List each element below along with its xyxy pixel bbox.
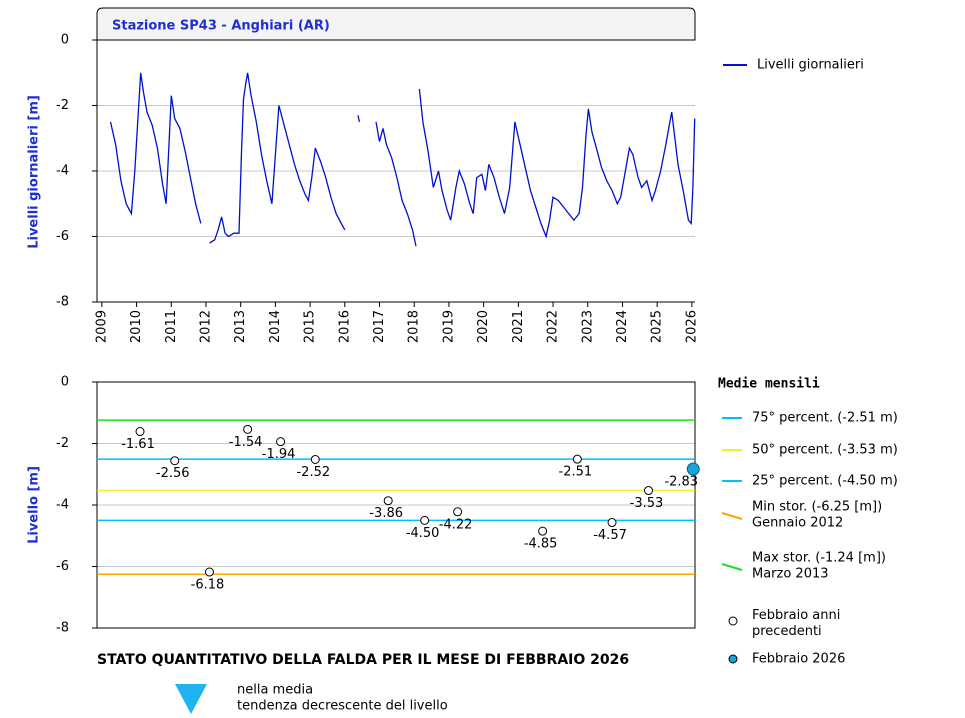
point (643, 486, 653, 496)
x-tick-label: 2018 (407, 310, 422, 343)
y-tick-label: 0 (61, 375, 69, 390)
point-label: -2.83 (664, 475, 698, 490)
legend-label: Febbraio anni precedenti (752, 608, 840, 639)
legend-label: Gennaio 2012 (752, 516, 843, 531)
point-label: -4.22 (439, 517, 473, 532)
point (170, 456, 180, 466)
legend-label: Min stor. (-6.25 [m]) (752, 500, 882, 515)
legend-label: 75° percent. (-2.51 m) (752, 411, 898, 426)
x-tick-label: 2019 (441, 310, 456, 343)
status-title: STATO QUANTITATIVO DELLA FALDA PER IL ME… (97, 652, 629, 668)
legend-title: Medie mensili (718, 377, 820, 392)
x-tick-label: 2010 (129, 310, 144, 343)
point-label: -2.56 (156, 466, 190, 481)
y-tick-label: -4 (56, 498, 69, 513)
status-line: tendenza decrescente del livello (237, 699, 448, 714)
status-icon (175, 684, 207, 714)
legend-label: 25° percent. (-4.50 m) (752, 474, 898, 489)
x-tick-label: 2009 (94, 310, 109, 343)
y-axis-label: Livello [m] (27, 466, 42, 544)
x-tick-label: 2020 (476, 310, 491, 343)
point-label: -6.18 (191, 578, 225, 593)
legend-label: Livelli giornalieri (757, 58, 864, 73)
y-tick-label: -8 (56, 621, 69, 636)
point-label: -1.94 (262, 447, 296, 462)
y-tick-label: -6 (56, 559, 69, 574)
y-tick-label: -6 (56, 229, 69, 244)
legend-marker (728, 616, 738, 626)
point (310, 454, 320, 464)
chart-title: Stazione SP43 - Anghiari (AR) (112, 19, 330, 34)
x-tick-label: 2017 (372, 310, 387, 343)
x-tick-label: 2023 (580, 310, 595, 343)
legend-marker (728, 654, 738, 664)
point-label: -3.86 (369, 506, 403, 521)
x-tick-label: 2026 (684, 310, 699, 343)
point (607, 518, 617, 528)
point (276, 437, 286, 447)
point-label: -4.85 (524, 537, 558, 552)
point-label: -3.53 (630, 496, 664, 511)
current-point (686, 462, 700, 476)
x-tick-label: 2013 (233, 310, 248, 343)
legend-label: Febbraio 2026 (752, 652, 845, 667)
x-tick-label: 2022 (546, 310, 561, 343)
legend-label: Max stor. (-1.24 [m]) (752, 551, 886, 566)
y-tick-label: -8 (56, 295, 69, 310)
y-tick-label: 0 (61, 33, 69, 48)
title-box (96, 7, 696, 41)
point (243, 424, 253, 434)
legend-swatch (721, 563, 743, 571)
x-tick-label: 2012 (198, 310, 213, 343)
y-tick-label: -2 (56, 436, 69, 451)
x-tick-label: 2024 (615, 310, 630, 343)
plot-frame (96, 381, 696, 629)
x-tick-label: 2011 (164, 310, 179, 343)
y-tick-label: -4 (56, 164, 69, 179)
point (453, 507, 463, 517)
y-tick-label: -2 (56, 98, 69, 113)
point-label: -1.54 (229, 435, 263, 450)
point (383, 496, 393, 506)
x-tick-label: 2015 (303, 310, 318, 343)
level-line (109, 72, 696, 247)
point-label: -1.61 (121, 437, 155, 452)
point (572, 454, 582, 464)
legend-label: Marzo 2013 (752, 567, 829, 582)
point (420, 515, 430, 525)
x-tick-label: 2021 (511, 310, 526, 343)
x-tick-label: 2016 (337, 310, 352, 343)
y-axis-label: Livelli giornalieri [m] (27, 95, 42, 249)
point-label: -4.57 (593, 528, 627, 543)
point (204, 567, 214, 577)
x-tick-label: 2025 (650, 310, 665, 343)
point (135, 427, 145, 437)
status-line: nella media (237, 683, 313, 698)
point-label: -2.51 (559, 465, 593, 480)
point-label: -4.50 (406, 526, 440, 541)
point (538, 526, 548, 536)
legend-label: 50° percent. (-3.53 m) (752, 443, 898, 458)
point-label: -2.52 (296, 465, 330, 480)
x-tick-label: 2014 (268, 310, 283, 343)
legend-swatch (721, 512, 743, 520)
